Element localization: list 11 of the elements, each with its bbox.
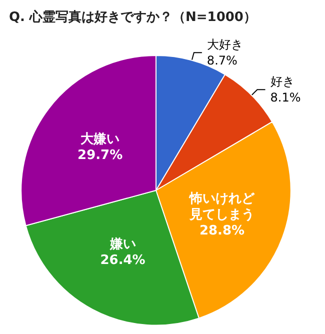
slice-label: 嫌い [108,236,136,252]
data-label: 29.7% [78,148,123,164]
data-label: 8.7% [206,54,238,68]
chart-title: Q. 心霊写真は好きですか？（N=1000） [9,9,256,25]
slice-label: 怖いけれど見てしまう [188,191,256,222]
data-label: 26.4% [100,252,146,268]
slice-label: 大好き [206,38,243,52]
slice-label: 大嫌い [80,132,120,148]
slice-label: 好き [270,74,294,89]
data-label: 28.8% [199,223,245,238]
data-label: 8.1% [270,90,301,105]
